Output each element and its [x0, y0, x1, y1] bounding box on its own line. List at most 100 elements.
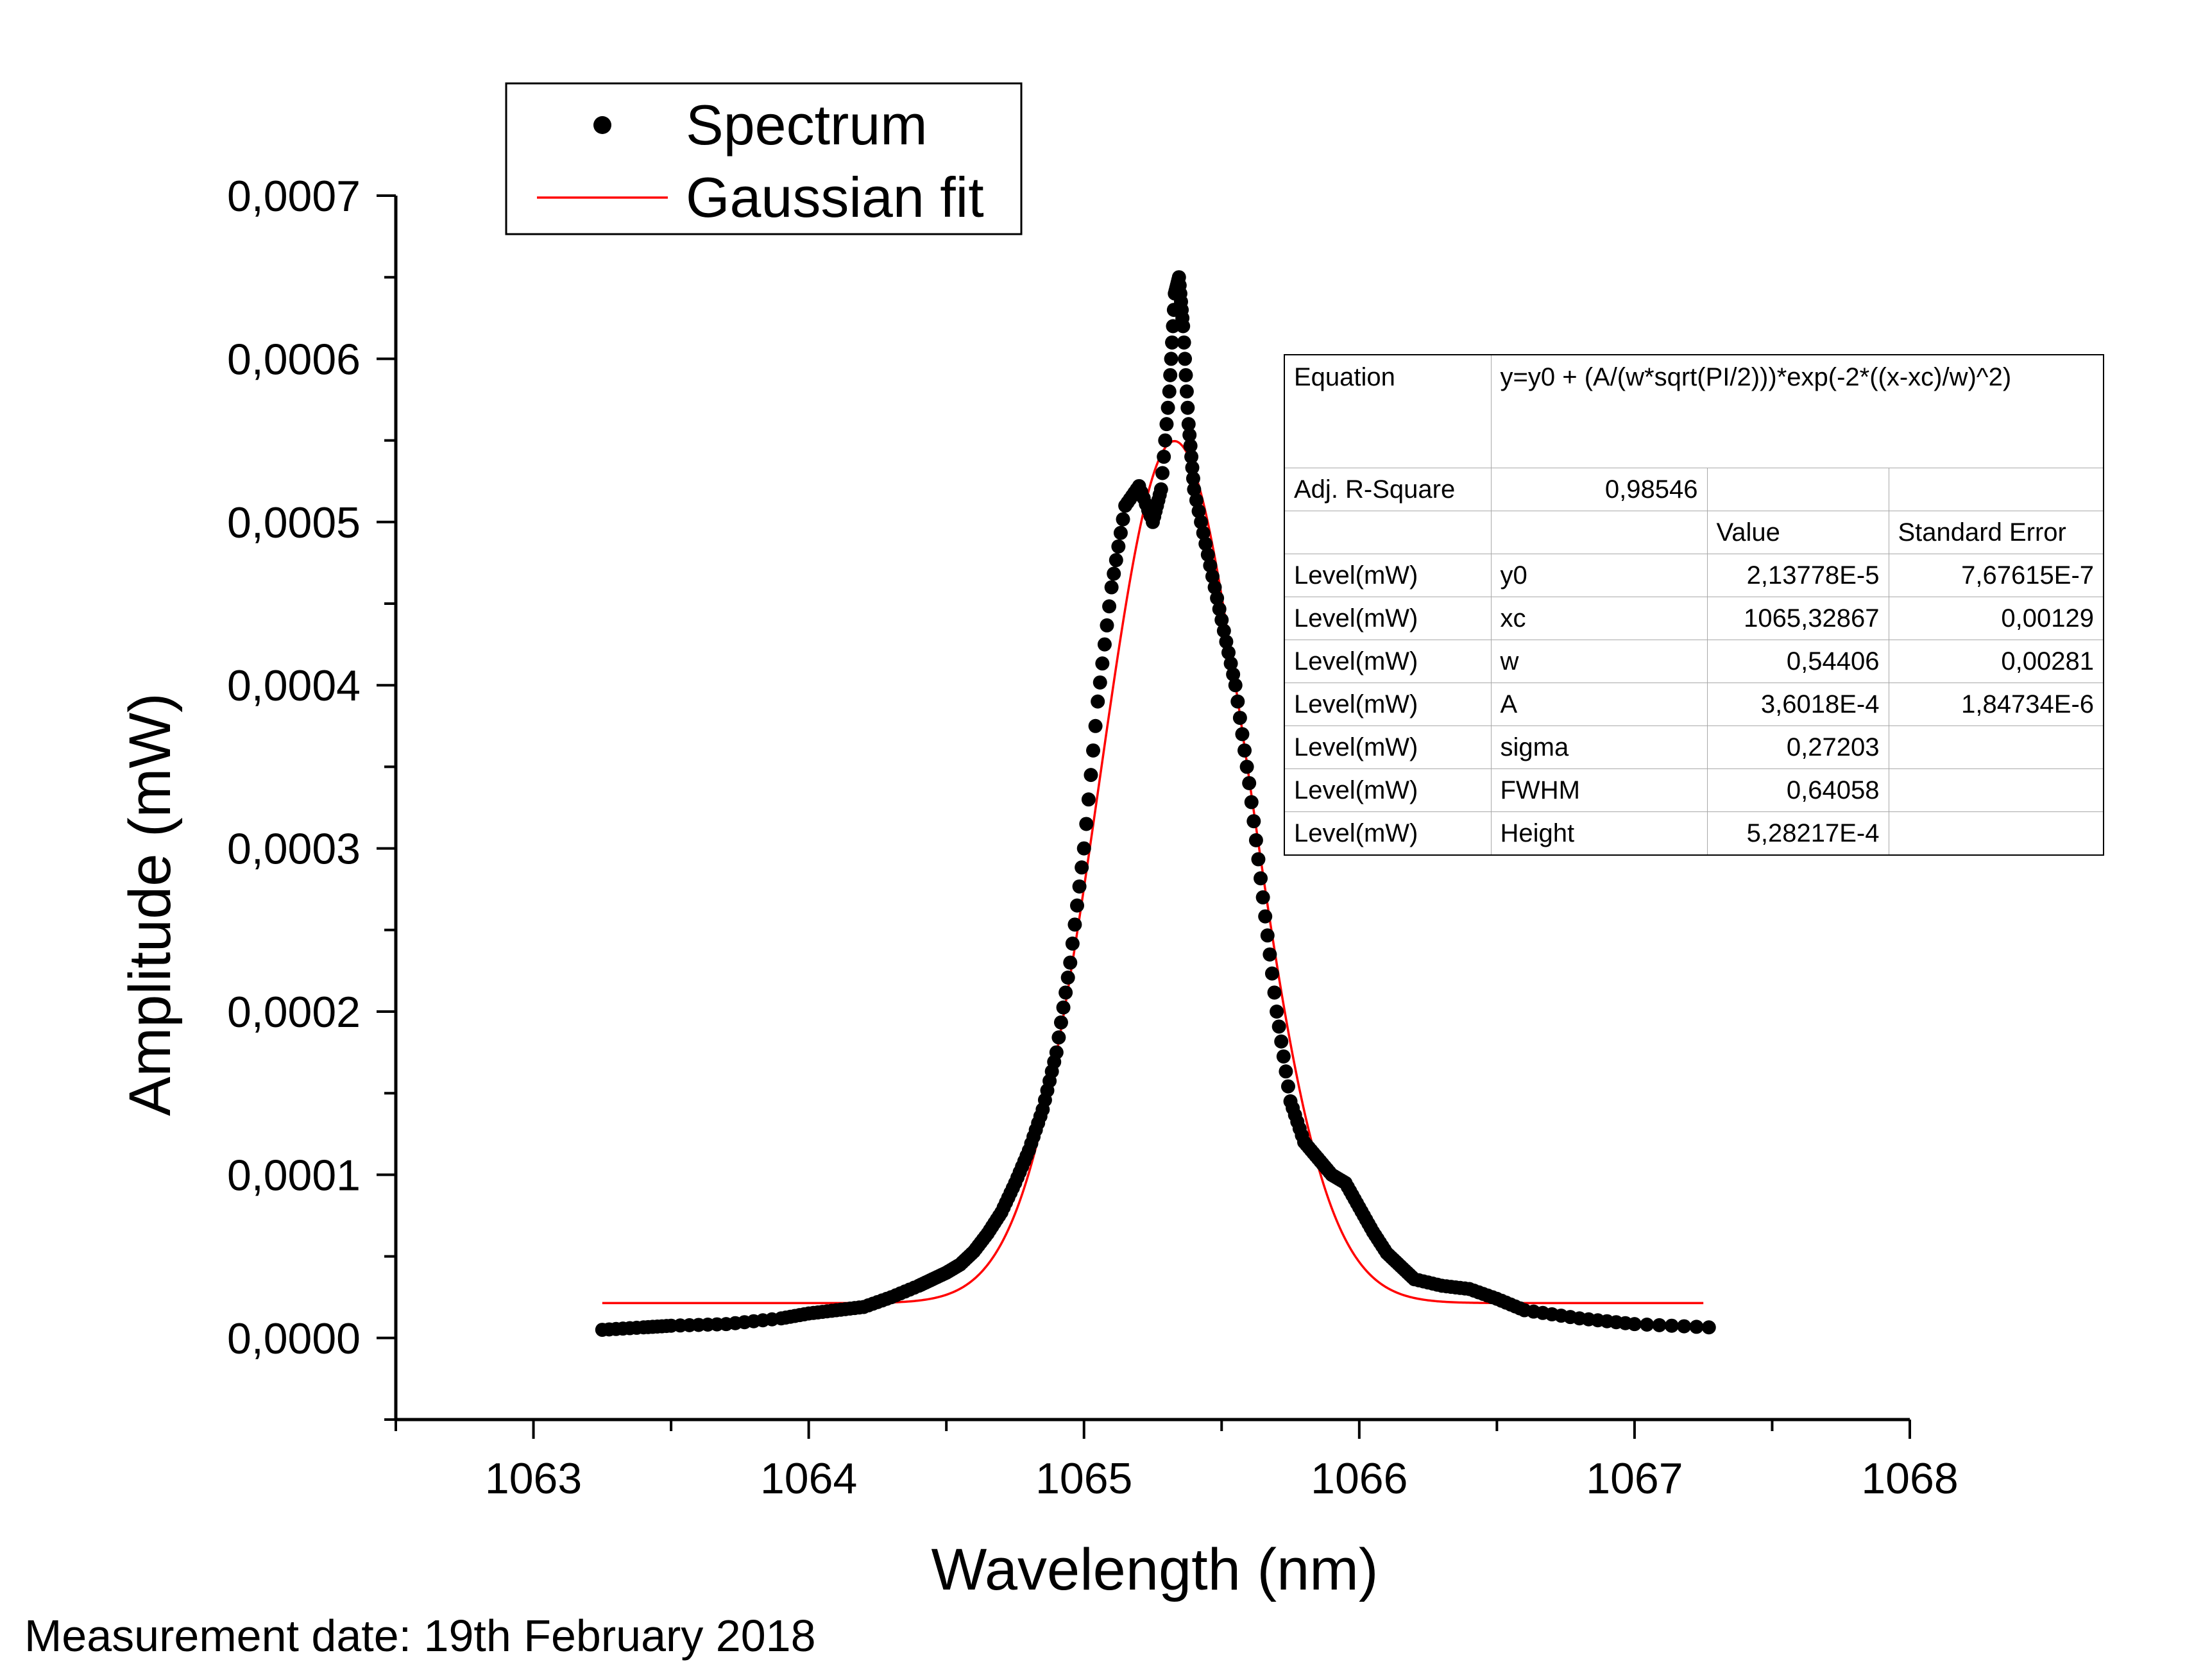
spectrum-point — [1182, 428, 1197, 443]
spectrum-point — [1107, 566, 1121, 581]
spectrum-point — [1179, 384, 1194, 399]
adj-r-square-value: 0,98546 — [1490, 468, 1707, 511]
spectrum-point — [1088, 718, 1103, 733]
y-tick-label: 0,0004 — [227, 661, 361, 710]
spectrum-point — [1065, 937, 1080, 951]
spectrum-point — [1226, 667, 1241, 682]
table-cell: A — [1490, 683, 1707, 726]
spectrum-point — [1239, 759, 1254, 774]
legend-marker-dot — [593, 116, 611, 134]
spectrum-point — [1181, 417, 1196, 432]
spectrum-point — [1279, 1064, 1293, 1079]
spectrum-point — [1158, 433, 1173, 448]
table-cell: Level(mW) — [1284, 640, 1491, 683]
table-cell — [1706, 468, 1889, 511]
spectrum-point — [1223, 656, 1238, 671]
table-cell: 0,54406 — [1706, 640, 1889, 683]
table-cell: Level(mW) — [1284, 597, 1491, 640]
spectrum-point — [1701, 1320, 1716, 1335]
x-tick-label: 1064 — [760, 1454, 857, 1503]
y-axis-label: Amplitude (mW) — [117, 693, 183, 1116]
spectrum-point — [1059, 985, 1073, 1000]
spectrum-point — [1254, 871, 1268, 886]
spectrum-point — [1251, 852, 1266, 867]
spectrum-point — [1235, 727, 1250, 742]
y-tick-label: 0,0000 — [227, 1314, 361, 1363]
spectrum-point — [1271, 1019, 1286, 1034]
y-tick-label: 0,0002 — [227, 988, 361, 1037]
spectrum-point — [1164, 352, 1178, 366]
spectrum-point — [1219, 634, 1234, 649]
spectrum-point — [1091, 694, 1105, 709]
table-cell: 3,6018E-4 — [1706, 683, 1889, 726]
spectrum-point — [1166, 319, 1180, 334]
spectrum-point — [1187, 482, 1202, 496]
y-tick-label: 0,0005 — [227, 498, 361, 547]
spectrum-point — [1276, 1049, 1291, 1064]
spectrum-point — [1652, 1318, 1667, 1332]
spectrum-point — [1280, 1079, 1295, 1094]
table-cell: xc — [1490, 597, 1707, 640]
spectrum-point — [1162, 384, 1177, 399]
spectrum-series — [595, 270, 1716, 1337]
spectrum-point — [1203, 558, 1218, 573]
spectrum-point — [1178, 368, 1193, 382]
spectrum-point — [1111, 539, 1126, 554]
spectrum-point — [1177, 335, 1191, 350]
table-header-row: Value Standard Error — [1284, 511, 2104, 554]
spectrum-point — [1212, 602, 1227, 616]
spectrum-point — [1230, 694, 1245, 709]
x-tick-label: 1067 — [1586, 1454, 1683, 1503]
value-header: Value — [1706, 511, 1889, 554]
table-cell: 0,64058 — [1706, 768, 1889, 812]
legend: Spectrum Gaussian fit — [505, 82, 1023, 235]
spectrum-point — [1248, 833, 1263, 847]
spectrum-point — [1194, 514, 1209, 529]
equation-text: y=y0 + (A/(w*sqrt(PI/2)))*exp(-2*((x-xc)… — [1490, 355, 2104, 468]
table-row: Level(mW) y0 2,13778E-5 7,67615E-7 — [1284, 554, 2104, 597]
legend-label: Gaussian fit — [686, 165, 984, 229]
table-cell: Level(mW) — [1284, 683, 1491, 726]
table-row: Level(mW) A 3,6018E-4 1,84734E-6 — [1284, 683, 2104, 726]
x-tick-label: 1065 — [1035, 1454, 1132, 1503]
table-cell — [1888, 768, 2104, 812]
x-tick-label: 1063 — [485, 1454, 582, 1503]
table-header-cell — [1284, 511, 1491, 554]
table-cell: 0,00129 — [1888, 597, 2104, 640]
spectrum-point — [1207, 580, 1222, 595]
table-cell: 0,27203 — [1706, 725, 1889, 769]
legend-label: Spectrum — [686, 93, 928, 157]
y-tick-label: 0,0003 — [227, 825, 361, 874]
spectrum-point — [1060, 971, 1075, 985]
spectrum-point — [1072, 879, 1087, 894]
spectrum-point — [1196, 525, 1211, 540]
table-cell: Level(mW) — [1284, 768, 1491, 812]
table-cell: FWHM — [1490, 768, 1707, 812]
spectrum-point — [1051, 1030, 1066, 1045]
spectrum-point — [1264, 966, 1279, 981]
y-tick-label: 0,0001 — [227, 1151, 361, 1200]
spectrum-point — [1070, 898, 1084, 913]
fit-results-table: Equation y=y0 + (A/(w*sqrt(PI/2)))*exp(-… — [1284, 354, 2105, 856]
spectrum-point — [1049, 1045, 1064, 1060]
spectrum-point — [1263, 947, 1277, 962]
table-cell — [1888, 725, 2104, 769]
table-cell: 7,67615E-7 — [1888, 554, 2104, 597]
spectrum-point — [1163, 368, 1178, 382]
table-row: Level(mW) Height 5,28217E-4 — [1284, 811, 2104, 855]
spectrum-point — [1640, 1318, 1654, 1332]
adj-r-square-label: Adj. R-Square — [1284, 468, 1491, 511]
spectrum-point — [1053, 1015, 1068, 1030]
spectrum-point — [1185, 461, 1200, 475]
spectrum-point — [1255, 890, 1270, 904]
spectrum-point — [1677, 1319, 1692, 1334]
spectrum-point — [1274, 1034, 1289, 1049]
table-row: Level(mW) FWHM 0,64058 — [1284, 768, 2104, 812]
spectrum-point — [1180, 400, 1195, 415]
spectrum-point — [1186, 471, 1200, 486]
table-cell: 1,84734E-6 — [1888, 683, 2104, 726]
x-tick-label: 1066 — [1311, 1454, 1407, 1503]
table-cell: Level(mW) — [1284, 554, 1491, 597]
equation-label: Equation — [1294, 363, 1395, 391]
